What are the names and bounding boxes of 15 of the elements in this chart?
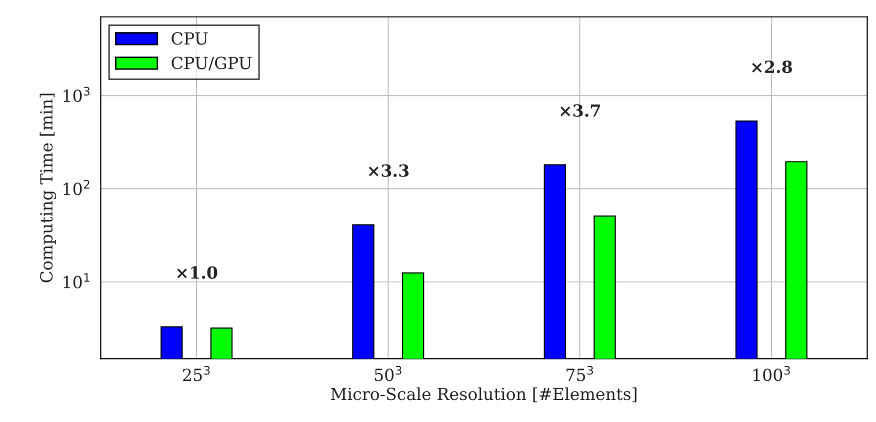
y-tick-label: 10$^{1}$ (64, 273, 90, 288)
annotation: ×3.7 (560, 104, 600, 117)
legend-label: CPU (172, 32, 208, 45)
x-tick-label: 50$^{3}$ (374, 366, 402, 382)
x-tick-label: 25$^{3}$ (183, 366, 210, 382)
x-axis-title: Micro-Scale Resolution [#Elements] (330, 387, 636, 402)
y-axis-title: Computing Time [min] (40, 94, 56, 282)
x-tick-label: 100$^{3}$ (753, 366, 790, 382)
y-tick-label: 10$^{2}$ (64, 180, 90, 196)
annotation: ×2.8 (752, 60, 792, 74)
annotation: ×1.0 (177, 266, 218, 279)
legend-label: CPU/GPU (172, 56, 252, 71)
y-tick-label: 10$^{3}$ (64, 86, 90, 102)
annotation: ×3.3 (368, 164, 409, 177)
x-tick-label: 75$^{3}$ (566, 366, 593, 382)
